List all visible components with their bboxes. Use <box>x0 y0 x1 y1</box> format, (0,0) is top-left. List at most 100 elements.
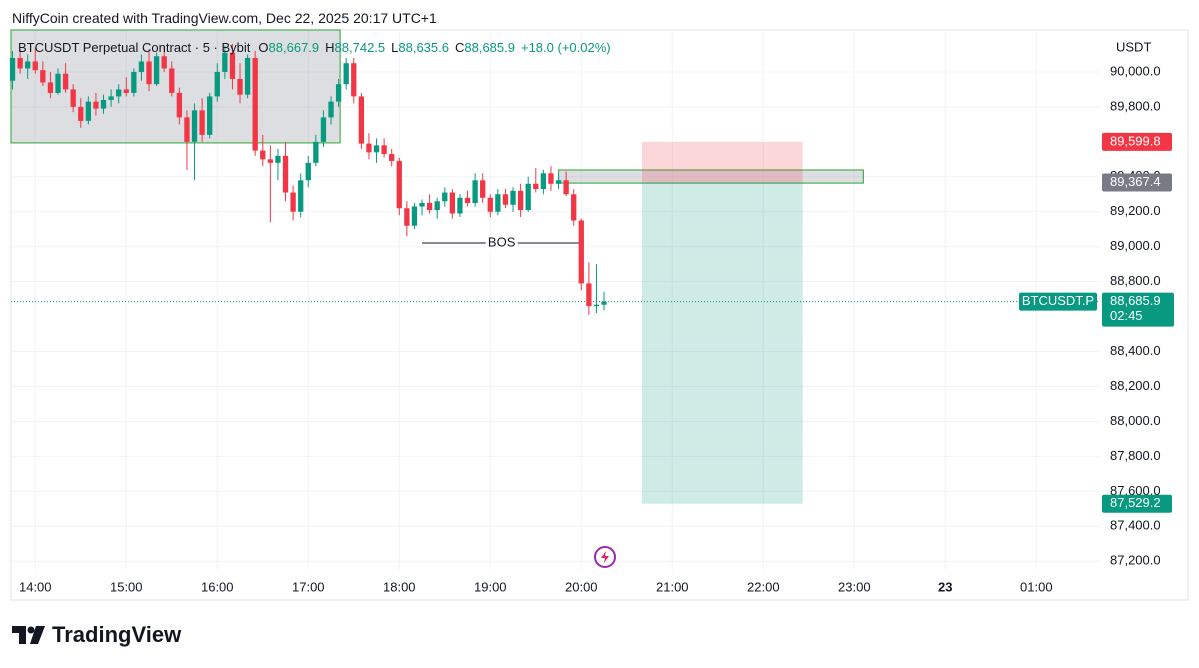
last-price-label: 88,685.9 <box>1110 293 1161 308</box>
candle-body <box>373 145 380 153</box>
candle-body <box>563 180 569 195</box>
candle-body <box>320 117 327 142</box>
y-tick-label: 89,000.0 <box>1110 238 1161 253</box>
entry-label: 89,367.4 <box>1110 174 1161 189</box>
y-tick-label: 88,800.0 <box>1110 273 1161 288</box>
plot-border <box>10 29 1189 601</box>
candle-body <box>191 110 198 142</box>
legend-key: H <box>325 40 335 55</box>
candle-body <box>100 99 107 109</box>
alert-icon <box>594 546 616 568</box>
x-tick-label: 15:00 <box>110 579 143 594</box>
y-tick-label: 87,800.0 <box>1110 448 1161 463</box>
logo: TradingView <box>12 622 181 648</box>
entry-label-bg <box>1102 173 1172 192</box>
x-tick-label: 19:00 <box>474 579 507 594</box>
candle-body <box>298 180 304 212</box>
currency-label: USDT <box>1116 39 1151 54</box>
candle-body <box>495 194 501 212</box>
candle-body <box>146 61 152 85</box>
stop-label: 89,599.8 <box>1110 133 1161 148</box>
y-tick-label: 87,600.0 <box>1110 483 1161 498</box>
candle-body <box>229 52 236 79</box>
candle-body <box>449 192 456 214</box>
candle-body <box>404 208 410 226</box>
candle-body <box>434 201 440 210</box>
candle-body <box>457 197 463 214</box>
x-tick-label: 23 <box>938 579 952 594</box>
x-tick-label: 21:00 <box>656 579 689 594</box>
candle-body <box>419 203 425 207</box>
legend-change: +18.0 (+0.02%) <box>520 40 611 55</box>
candle-body <box>267 159 274 163</box>
candle-body <box>9 57 16 81</box>
candle-body <box>586 283 592 307</box>
candle-body <box>85 101 92 121</box>
x-tick-label: 17:00 <box>292 579 325 594</box>
target-label-bg <box>1102 494 1172 513</box>
candle-body <box>502 194 509 205</box>
candle-body <box>578 220 584 284</box>
candle-body <box>533 183 539 190</box>
alert-icon-bolt <box>601 551 609 563</box>
candle-body <box>442 192 448 202</box>
legend-value: 88,635.6 <box>398 40 449 55</box>
candle-body <box>93 101 99 109</box>
candle-body <box>62 73 69 90</box>
candle-body <box>328 101 334 118</box>
candle-body <box>55 73 61 93</box>
x-tick-label: 20:00 <box>565 579 598 594</box>
candle-body <box>351 63 357 97</box>
candle-body <box>244 57 251 95</box>
candle-body <box>396 161 402 209</box>
candle-body <box>313 141 319 163</box>
y-tick-label: 87,200.0 <box>1110 553 1161 568</box>
candle-body <box>161 56 167 69</box>
candle-body <box>222 52 228 72</box>
candle-body <box>153 56 160 85</box>
target-zone <box>641 182 803 504</box>
y-tick-label: 89,800.0 <box>1110 98 1161 113</box>
candle-body <box>207 96 213 135</box>
candle-body <box>282 155 289 193</box>
stop-zone <box>641 141 803 183</box>
candle-body <box>70 89 76 107</box>
candle-body <box>464 197 471 204</box>
y-tick-label: 90,000.0 <box>1110 63 1161 78</box>
candle-body <box>169 68 175 93</box>
candle-body <box>517 190 524 210</box>
x-tick-label: 14:00 <box>19 579 52 594</box>
y-tick-label: 89,200.0 <box>1110 203 1161 218</box>
candle-body <box>116 89 122 97</box>
legend-value: 88,667.9 <box>268 40 320 55</box>
candle-body <box>17 57 23 69</box>
x-tick-label: 16:00 <box>201 579 234 594</box>
y-tick-label: 87,400.0 <box>1110 518 1161 533</box>
symbol-badge: BTCUSDT.P <box>1022 293 1094 308</box>
legend-key: L <box>391 40 399 55</box>
symbol-badge-bg <box>1019 292 1097 311</box>
alert-icon-ring <box>594 546 616 568</box>
stop-label-bg <box>1102 132 1172 151</box>
candle-body <box>32 61 38 71</box>
legend: BTCUSDT Perpetual Contract · 5 · Bybit O8… <box>18 40 617 55</box>
candle-body <box>184 117 190 142</box>
candle-body <box>260 150 266 160</box>
y-tick-label: 88,400.0 <box>1110 343 1161 358</box>
legend-value: 88,742.5 <box>334 40 386 55</box>
legend-key: C <box>454 40 465 55</box>
candle-body <box>123 89 129 93</box>
candle-body <box>305 162 311 181</box>
logo-text: TradingView <box>52 622 182 647</box>
candle-body <box>335 84 342 102</box>
legend-value: 88,685.9 <box>464 40 515 55</box>
candle-body <box>78 106 84 121</box>
y-tick-label: 88,000.0 <box>1110 413 1161 428</box>
x-tick-label: 01:00 <box>1020 579 1053 594</box>
candle-body <box>214 71 220 97</box>
header: NiffyCoin created with TradingView.com, … <box>12 10 437 26</box>
candle-body <box>480 180 486 198</box>
candle-body <box>343 63 349 85</box>
